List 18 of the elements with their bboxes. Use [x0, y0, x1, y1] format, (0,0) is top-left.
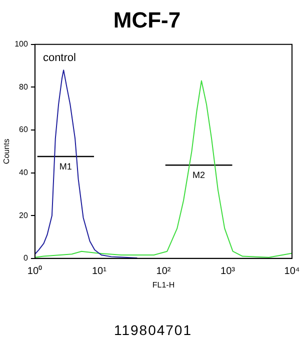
y-tick-label: 0 — [23, 254, 28, 263]
y-tick-label: 40 — [19, 168, 28, 178]
annotation: control — [42, 52, 76, 64]
y-tick-label: 100 — [14, 40, 28, 49]
x-tick-label: 10³ — [220, 266, 236, 278]
y-tick-label: 20 — [19, 210, 28, 220]
x-tick-label: 10⁴ — [284, 266, 300, 278]
series-label: M1 — [59, 162, 72, 172]
x-tick-label: 10² — [156, 266, 172, 278]
chart-title: MCF-7 — [113, 7, 181, 32]
x-axis-title: FL1-H — [152, 280, 175, 290]
series-label: M2 — [192, 170, 206, 180]
y-axis-title: Counts — [2, 138, 12, 164]
y-tick-label: 80 — [19, 82, 28, 92]
x-tick-label: 10¹ — [92, 266, 108, 278]
text: 119804701 — [112, 322, 194, 338]
y-tick-label: 60 — [19, 125, 28, 134]
x-tick-label: 10⁰ — [27, 265, 43, 278]
